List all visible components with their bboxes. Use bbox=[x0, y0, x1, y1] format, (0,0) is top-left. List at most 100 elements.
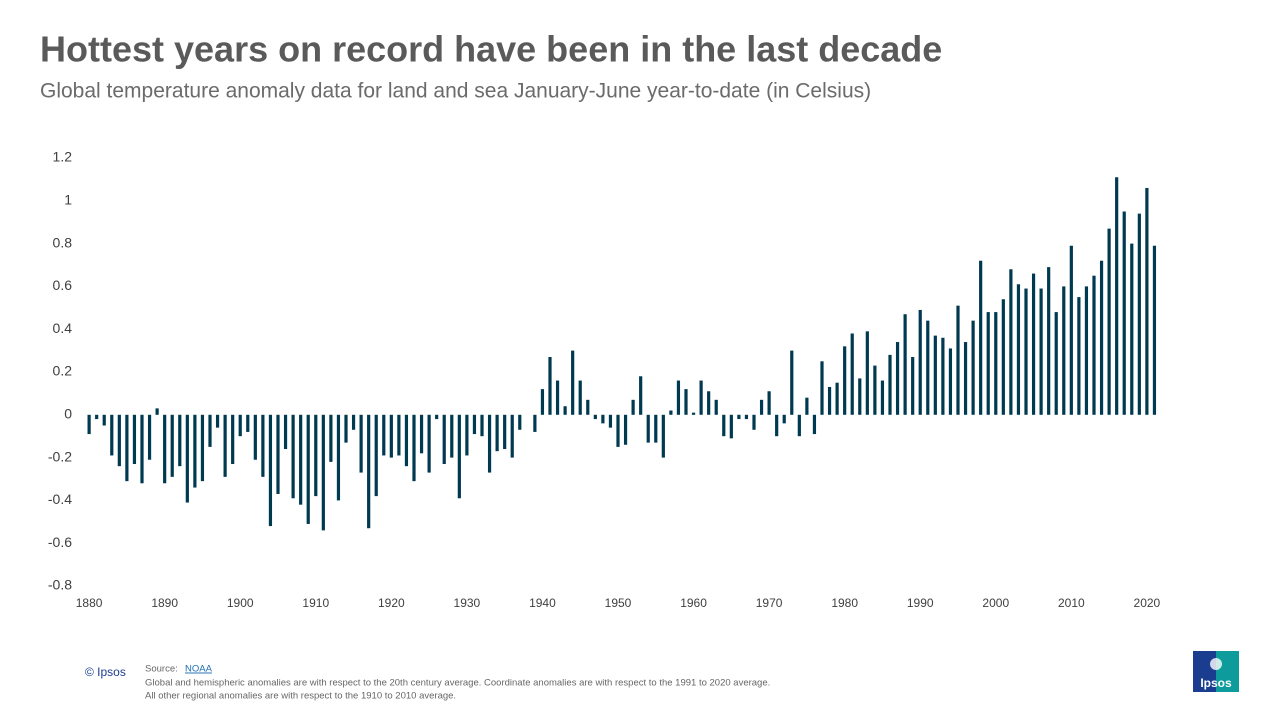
bar bbox=[571, 350, 575, 415]
bar bbox=[729, 414, 733, 439]
bar bbox=[956, 305, 960, 415]
bar bbox=[480, 414, 484, 437]
bar bbox=[231, 414, 235, 465]
bar bbox=[691, 412, 696, 415]
bar bbox=[1062, 286, 1066, 415]
bar bbox=[359, 414, 363, 473]
bar bbox=[336, 414, 341, 501]
bar bbox=[1054, 312, 1058, 415]
bar bbox=[744, 414, 749, 420]
bar bbox=[397, 414, 401, 456]
x-tick-label: 1990 bbox=[907, 596, 934, 610]
bar bbox=[752, 414, 756, 430]
bar bbox=[631, 399, 635, 415]
bar bbox=[714, 399, 718, 415]
bar bbox=[895, 342, 900, 415]
bar bbox=[117, 414, 121, 467]
bar bbox=[1099, 260, 1104, 415]
bar bbox=[404, 414, 409, 467]
bar bbox=[1001, 299, 1005, 415]
source-link[interactable]: NOAA bbox=[185, 664, 213, 675]
bar bbox=[510, 414, 514, 458]
bar bbox=[1084, 286, 1089, 415]
bar bbox=[427, 414, 431, 473]
bar bbox=[608, 414, 613, 428]
y-tick-label: -0.6 bbox=[48, 534, 72, 550]
bar bbox=[540, 389, 545, 415]
bar bbox=[1031, 273, 1036, 415]
bar bbox=[1009, 269, 1013, 415]
bar bbox=[503, 414, 507, 450]
bar bbox=[487, 414, 492, 473]
bar bbox=[283, 414, 288, 450]
x-tick-label: 1980 bbox=[831, 596, 858, 610]
bar bbox=[329, 414, 333, 462]
bar bbox=[261, 414, 265, 477]
bar bbox=[344, 414, 348, 443]
logo-mark bbox=[1210, 658, 1222, 670]
bar bbox=[291, 414, 295, 499]
note: Global and hemispheric anomalies are wit… bbox=[145, 678, 770, 689]
bar bbox=[586, 399, 590, 415]
bar bbox=[737, 414, 741, 420]
bar bbox=[1152, 245, 1157, 415]
bar bbox=[865, 331, 869, 415]
x-tick-label: 1890 bbox=[151, 596, 178, 610]
bar bbox=[193, 414, 197, 488]
y-tick-label: 0.4 bbox=[53, 320, 73, 336]
bar bbox=[820, 361, 824, 415]
bar bbox=[578, 380, 582, 415]
x-tick-label: 2010 bbox=[1058, 596, 1085, 610]
bar bbox=[684, 389, 688, 415]
x-tick-label: 1920 bbox=[378, 596, 405, 610]
bar bbox=[888, 354, 892, 415]
bar bbox=[616, 414, 620, 447]
bar bbox=[1107, 228, 1111, 415]
bar bbox=[933, 335, 937, 415]
bar bbox=[155, 408, 159, 415]
y-tick-label: -0.4 bbox=[48, 491, 72, 507]
bar bbox=[873, 365, 877, 415]
bar bbox=[646, 414, 650, 443]
bar bbox=[797, 414, 801, 437]
bar bbox=[125, 414, 129, 482]
bar bbox=[661, 414, 665, 458]
bar bbox=[450, 414, 454, 458]
bar bbox=[1039, 288, 1043, 415]
bar bbox=[782, 414, 786, 424]
bar bbox=[306, 414, 310, 524]
bar bbox=[548, 357, 552, 415]
bar bbox=[208, 414, 212, 447]
bar bbox=[1069, 245, 1073, 415]
bar bbox=[722, 414, 726, 437]
bar bbox=[321, 414, 325, 531]
y-tick-label: 1 bbox=[64, 192, 72, 208]
bar bbox=[790, 350, 794, 415]
bar bbox=[767, 391, 771, 415]
bar bbox=[601, 414, 605, 424]
bar bbox=[669, 410, 673, 415]
source-label: Source: bbox=[145, 664, 178, 675]
bar bbox=[805, 397, 809, 415]
bar bbox=[351, 414, 356, 430]
bar bbox=[593, 414, 597, 420]
bar bbox=[382, 414, 386, 456]
bar bbox=[775, 414, 779, 437]
bar bbox=[979, 260, 983, 415]
bar bbox=[1115, 177, 1119, 415]
y-tick-label: 0 bbox=[64, 406, 72, 422]
bar bbox=[435, 414, 439, 420]
bar bbox=[903, 314, 907, 415]
bar bbox=[102, 414, 106, 426]
bar bbox=[163, 414, 167, 484]
bar bbox=[268, 414, 273, 527]
bar bbox=[87, 414, 91, 435]
chart-subtitle: Global temperature anomaly data for land… bbox=[40, 80, 871, 103]
bar bbox=[314, 414, 318, 497]
bar bbox=[276, 414, 280, 494]
bar bbox=[971, 320, 975, 415]
x-tick-label: 1930 bbox=[454, 596, 481, 610]
bar bbox=[707, 391, 711, 415]
bar bbox=[850, 333, 854, 415]
bar bbox=[215, 414, 220, 428]
